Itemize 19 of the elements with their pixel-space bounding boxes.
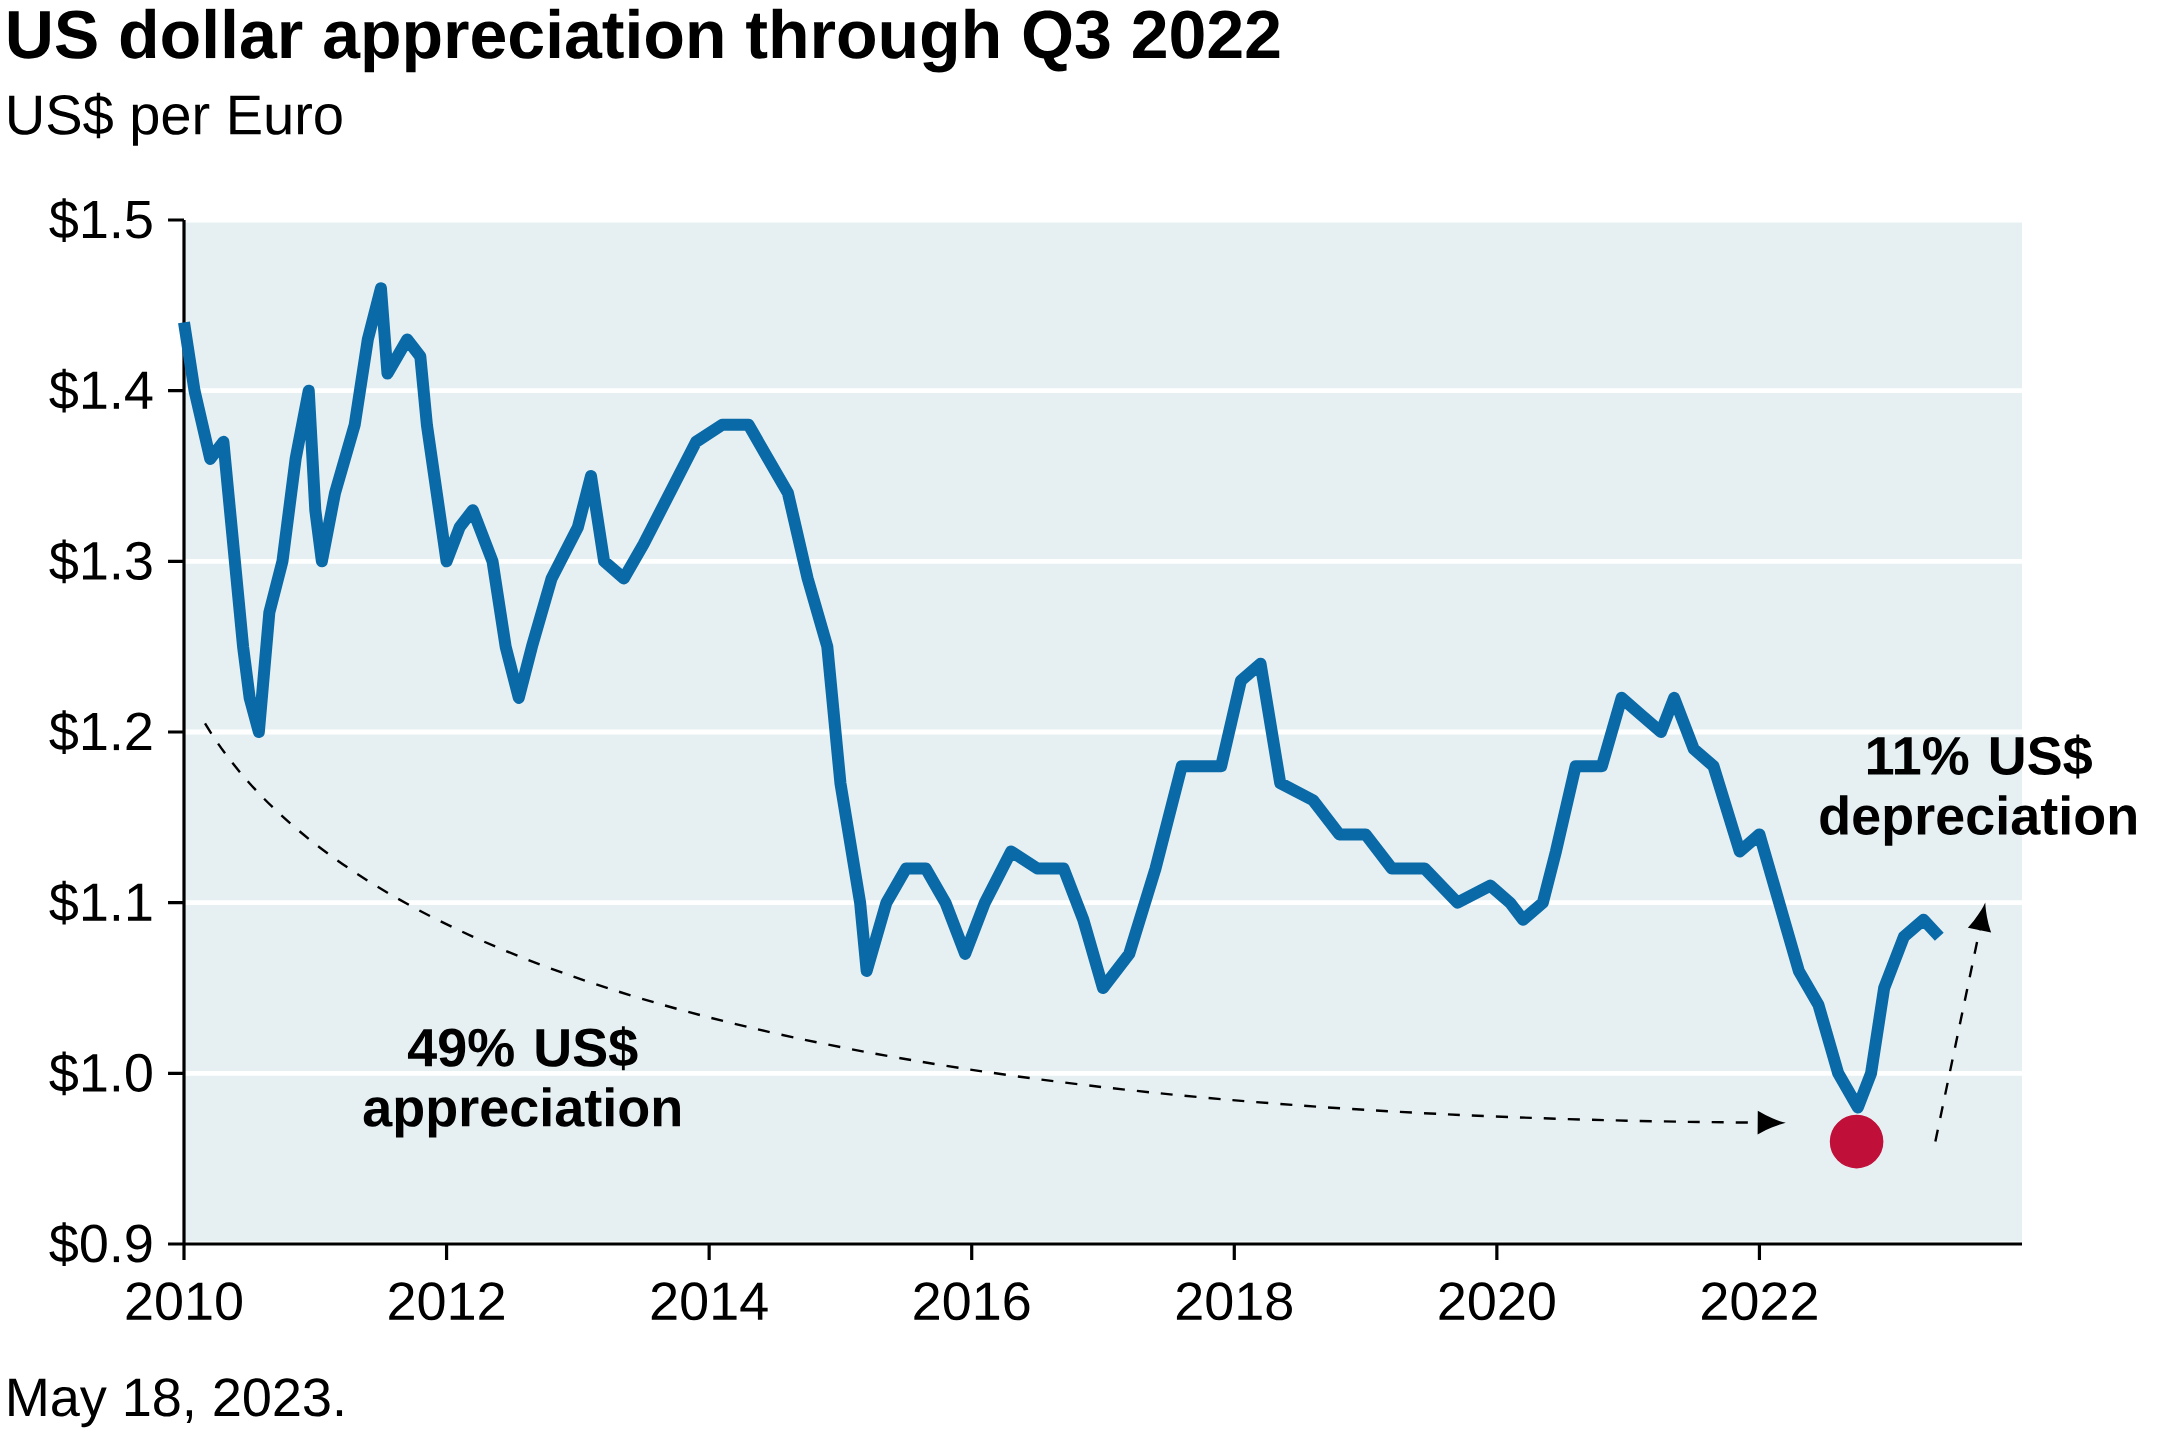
annotation: 11% US$ depreciation	[1820, 734, 2136, 846]
x-tick-label: 2018	[1176, 1282, 1292, 1321]
text: May 18, 2023.	[9, 1378, 343, 1428]
x-tick-label: 2016	[914, 1282, 1030, 1321]
y-tick-label: $1.1	[49, 880, 152, 925]
y-tick-label: $1.5	[49, 198, 152, 242]
x-tick-label: 2012	[389, 1282, 504, 1321]
chart-title: US dollar appreciation through Q3 2022	[8, 8, 1280, 73]
x-tick-label: 2014	[651, 1282, 768, 1321]
annotation: 49% US$ appreciation	[363, 1026, 680, 1138]
chart-subtitle: US$ per Euro	[9, 92, 342, 146]
x-tick-label: 2010	[126, 1282, 242, 1321]
x-tick-label: 2020	[1439, 1282, 1555, 1321]
y-tick-label: $0.9	[49, 1222, 152, 1266]
x-tick-label: 2022	[1702, 1282, 1817, 1321]
y-tick-label: $1.4	[49, 368, 153, 413]
y-tick-label: $1.0	[49, 1051, 152, 1096]
y-tick-label: $1.3	[49, 539, 152, 584]
y-tick-label: $1.2	[49, 710, 152, 754]
